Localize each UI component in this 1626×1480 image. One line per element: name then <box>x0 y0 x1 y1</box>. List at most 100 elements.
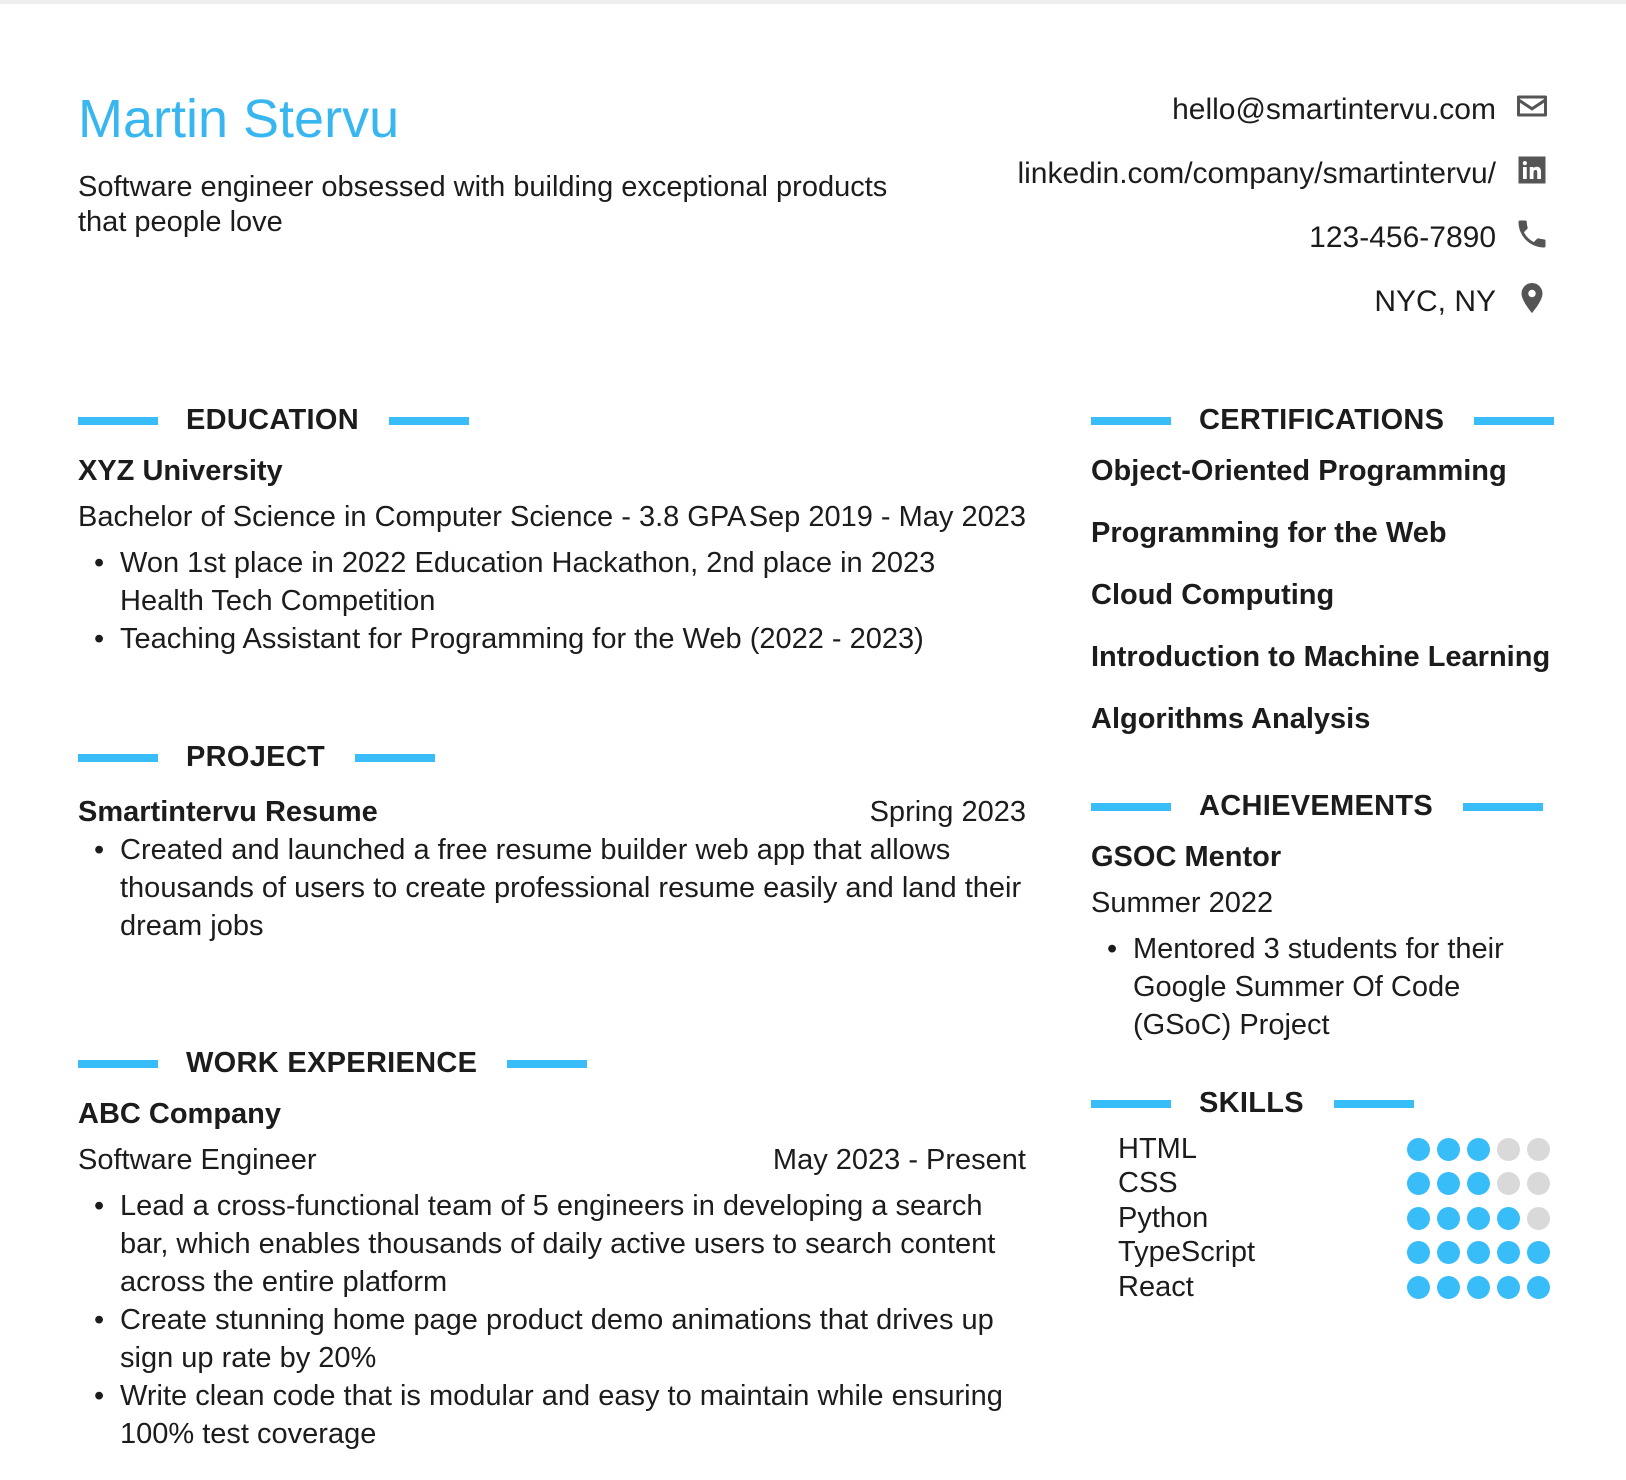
rating-dot-filled <box>1527 1241 1550 1265</box>
contact-email[interactable]: hello@smartintervu.com <box>1172 88 1550 132</box>
project-dates: Spring 2023 <box>869 796 1026 828</box>
phone-text: 123-456-7890 <box>1309 221 1496 254</box>
rating-dot-filled <box>1467 1137 1490 1161</box>
heading-text: WORK EXPERIENCE <box>186 1047 478 1079</box>
rating-dot-filled <box>1437 1275 1460 1299</box>
list-item: Teaching Assistant for Programming for t… <box>78 620 1026 658</box>
project-name: Smartintervu Resume <box>78 796 378 828</box>
certification-item: Programming for the Web <box>1091 517 1447 549</box>
rating-dot-filled <box>1437 1137 1460 1161</box>
heading-bar <box>78 1059 158 1068</box>
heading-text: PROJECT <box>186 741 326 773</box>
email-text: hello@smartintervu.com <box>1172 93 1496 126</box>
certifications-heading: CERTIFICATIONS <box>1091 404 1555 437</box>
heading-text: ACHIEVEMENTS <box>1199 790 1434 822</box>
rating-dot-filled <box>1407 1275 1430 1299</box>
skill-row: Python <box>1118 1201 1550 1236</box>
heading-text: EDUCATION <box>186 404 359 436</box>
rating-dot-filled <box>1407 1137 1430 1161</box>
skill-name: Python <box>1118 1201 1209 1234</box>
rating-dot-empty <box>1527 1206 1550 1230</box>
phone-icon <box>1514 216 1550 260</box>
heading-bar <box>507 1059 588 1068</box>
location-text: NYC, NY <box>1374 285 1496 318</box>
skill-rating <box>1407 1172 1550 1196</box>
project-heading: PROJECT <box>78 741 436 774</box>
envelope-icon <box>1514 88 1550 132</box>
project-section: Smartintervu Resume Spring 2023 Created a… <box>78 793 1026 945</box>
list-item: Created and launched a free resume build… <box>78 831 1026 945</box>
company-name: ABC Company <box>78 1098 282 1130</box>
skill-rating <box>1407 1275 1550 1299</box>
certification-item: Object-Oriented Programming <box>1091 455 1507 487</box>
skill-row: CSS <box>1118 1167 1550 1202</box>
skill-row: HTML <box>1118 1132 1550 1167</box>
rating-dot-filled <box>1467 1172 1490 1196</box>
achievement-name: GSOC Mentor <box>1091 841 1282 873</box>
tagline: Software engineer obsessed with building… <box>78 171 888 238</box>
contact-linkedin[interactable]: linkedin.com/company/smartintervu/ <box>1017 152 1550 196</box>
heading-bar <box>1333 1099 1414 1108</box>
heading-bar <box>1091 1099 1171 1108</box>
rating-dot-filled <box>1467 1275 1490 1299</box>
work-dates: May 2023 - Present <box>772 1144 1026 1176</box>
rating-dot-filled <box>1437 1172 1460 1196</box>
heading-bar <box>1091 802 1171 811</box>
heading-bar <box>1463 802 1544 811</box>
heading-bar <box>78 753 158 762</box>
linkedin-icon <box>1514 152 1550 196</box>
rating-dot-filled <box>1527 1275 1550 1299</box>
rating-dot-filled <box>1497 1206 1520 1230</box>
certification-item: Algorithms Analysis <box>1091 703 1371 735</box>
skill-name: React <box>1118 1270 1194 1303</box>
contact-phone[interactable]: 123-456-7890 <box>1309 216 1550 260</box>
heading-bar <box>388 416 469 425</box>
heading-bar <box>1091 416 1171 425</box>
education-section: XYZ University Bachelor of Science in Co… <box>78 452 1026 658</box>
rating-dot-filled <box>1467 1241 1490 1265</box>
education-dates: Sep 2019 - May 2023 <box>748 501 1026 533</box>
list-item: Create stunning home page product demo a… <box>78 1301 1026 1377</box>
linkedin-text: linkedin.com/company/smartintervu/ <box>1017 157 1496 190</box>
achievement-date: Summer 2022 <box>1091 887 1274 919</box>
skill-name: CSS <box>1118 1167 1178 1200</box>
work-heading: WORK EXPERIENCE <box>78 1047 588 1080</box>
rating-dot-filled <box>1437 1206 1460 1230</box>
rating-dot-filled <box>1407 1206 1430 1230</box>
skill-name: HTML <box>1118 1132 1197 1165</box>
list-item: Won 1st place in 2022 Education Hackatho… <box>78 544 1026 620</box>
list-item: Lead a cross-functional team of 5 engine… <box>78 1187 1026 1301</box>
education-heading: EDUCATION <box>78 404 469 437</box>
rating-dot-filled <box>1407 1172 1430 1196</box>
skill-row: TypeScript <box>1118 1236 1550 1271</box>
rating-dot-filled <box>1497 1275 1520 1299</box>
skill-rating <box>1407 1241 1550 1265</box>
job-role: Software Engineer <box>78 1144 317 1176</box>
rating-dot-filled <box>1407 1241 1430 1265</box>
achievements-section: GSOC Mentor Summer 2022 Mentored 3 stude… <box>1091 838 1561 1044</box>
certifications-list: Object-Oriented Programming Programming … <box>1091 452 1571 762</box>
heading-bar <box>1474 416 1555 425</box>
rating-dot-empty <box>1527 1172 1550 1196</box>
skill-rating <box>1407 1206 1550 1230</box>
list-item: Write clean code that is modular and eas… <box>78 1377 1026 1453</box>
skills-list: HTML CSS Python TypeScript React <box>1118 1132 1550 1305</box>
school-name: XYZ University <box>78 455 283 487</box>
contact-location: NYC, NY <box>1374 280 1550 324</box>
rating-dot-filled <box>1437 1241 1460 1265</box>
heading-bar <box>355 753 436 762</box>
rating-dot-filled <box>1497 1241 1520 1265</box>
skills-heading: SKILLS <box>1091 1087 1414 1120</box>
rating-dot-filled <box>1467 1206 1490 1230</box>
degree: Bachelor of Science in Computer Science … <box>78 501 747 533</box>
achievements-heading: ACHIEVEMENTS <box>1091 790 1544 823</box>
certification-item: Introduction to Machine Learning <box>1091 641 1551 673</box>
heading-text: CERTIFICATIONS <box>1199 404 1445 436</box>
heading-text: SKILLS <box>1199 1087 1304 1119</box>
map-pin-icon <box>1514 280 1550 324</box>
heading-bar <box>78 416 158 425</box>
certification-item: Cloud Computing <box>1091 579 1335 611</box>
work-section: ABC Company Software Engineer May 2023 - … <box>78 1095 1026 1453</box>
skill-row: React <box>1118 1270 1550 1305</box>
rating-dot-empty <box>1527 1137 1550 1161</box>
